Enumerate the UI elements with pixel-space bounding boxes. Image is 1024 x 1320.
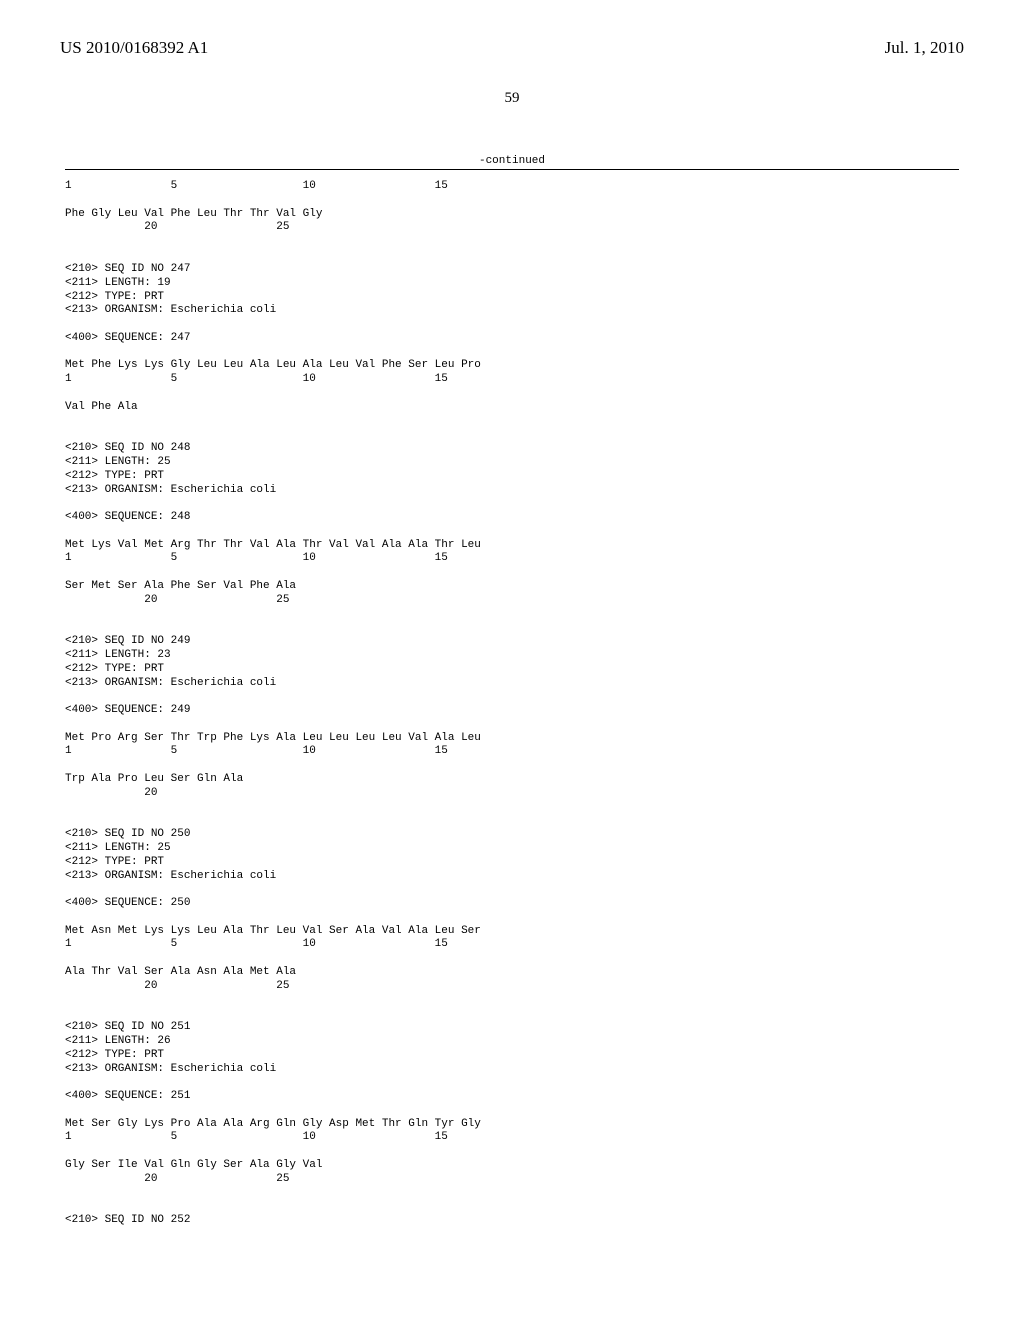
divider-line bbox=[65, 169, 959, 170]
sequence-line: Met Lys Val Met Arg Thr Thr Val Ala Thr … bbox=[65, 539, 959, 553]
sequence-line: <210> SEQ ID NO 247 bbox=[65, 263, 959, 277]
sequence-line bbox=[65, 759, 959, 773]
sequence-line: <211> LENGTH: 26 bbox=[65, 1035, 959, 1049]
sequence-line: Met Phe Lys Lys Gly Leu Leu Ala Leu Ala … bbox=[65, 359, 959, 373]
sequence-line: <210> SEQ ID NO 250 bbox=[65, 828, 959, 842]
sequence-line bbox=[65, 690, 959, 704]
sequence-line bbox=[65, 1104, 959, 1118]
sequence-block: <210> SEQ ID NO 248<211> LENGTH: 25<212>… bbox=[65, 442, 959, 607]
sequence-line: Phe Gly Leu Val Phe Leu Thr Thr Val Gly bbox=[65, 208, 959, 222]
sequence-line: <212> TYPE: PRT bbox=[65, 856, 959, 870]
sequence-line: <400> SEQUENCE: 248 bbox=[65, 511, 959, 525]
sequence-line bbox=[65, 194, 959, 208]
sequence-line: <211> LENGTH: 25 bbox=[65, 842, 959, 856]
sequence-line: Gly Ser Ile Val Gln Gly Ser Ala Gly Val bbox=[65, 1159, 959, 1173]
sequence-line: <210> SEQ ID NO 252 bbox=[65, 1214, 959, 1228]
sequence-line bbox=[65, 525, 959, 539]
sequence-line: <212> TYPE: PRT bbox=[65, 1049, 959, 1063]
sequence-content: 1 5 10 15 Phe Gly Leu Val Phe Leu Thr Th… bbox=[65, 180, 959, 1228]
sequence-block: <210> SEQ ID NO 251<211> LENGTH: 26<212>… bbox=[65, 1021, 959, 1186]
sequence-line: <210> SEQ ID NO 248 bbox=[65, 442, 959, 456]
sequence-line bbox=[65, 566, 959, 580]
sequence-line: <213> ORGANISM: Escherichia coli bbox=[65, 304, 959, 318]
sequence-line: 20 25 bbox=[65, 594, 959, 608]
sequence-line bbox=[65, 346, 959, 360]
sequence-line: <211> LENGTH: 19 bbox=[65, 277, 959, 291]
sequence-line: <213> ORGANISM: Escherichia coli bbox=[65, 870, 959, 884]
continued-label: -continued bbox=[65, 155, 959, 167]
sequence-line: Val Phe Ala bbox=[65, 401, 959, 415]
sequence-line: <211> LENGTH: 25 bbox=[65, 456, 959, 470]
sequence-line bbox=[65, 911, 959, 925]
sequence-line: Met Ser Gly Lys Pro Ala Ala Arg Gln Gly … bbox=[65, 1118, 959, 1132]
sequence-line: <213> ORGANISM: Escherichia coli bbox=[65, 1063, 959, 1077]
sequence-line bbox=[65, 1076, 959, 1090]
sequence-line: Met Pro Arg Ser Thr Trp Phe Lys Ala Leu … bbox=[65, 732, 959, 746]
sequence-block: <210> SEQ ID NO 249<211> LENGTH: 23<212>… bbox=[65, 635, 959, 800]
sequence-line: <210> SEQ ID NO 251 bbox=[65, 1021, 959, 1035]
sequence-line bbox=[65, 1145, 959, 1159]
sequence-line: 1 5 10 15 bbox=[65, 938, 959, 952]
sequence-line: Trp Ala Pro Leu Ser Gln Ala bbox=[65, 773, 959, 787]
sequence-block: <210> SEQ ID NO 252 bbox=[65, 1214, 959, 1228]
sequence-line: 1 5 10 15 bbox=[65, 745, 959, 759]
sequence-line bbox=[65, 718, 959, 732]
sequence-line: <212> TYPE: PRT bbox=[65, 470, 959, 484]
sequence-line bbox=[65, 497, 959, 511]
publication-date: Jul. 1, 2010 bbox=[885, 38, 964, 58]
sequence-line: 20 bbox=[65, 787, 959, 801]
sequence-line: Ser Met Ser Ala Phe Ser Val Phe Ala bbox=[65, 580, 959, 594]
sequence-line: <400> SEQUENCE: 250 bbox=[65, 897, 959, 911]
sequence-line: <400> SEQUENCE: 247 bbox=[65, 332, 959, 346]
sequence-line: <213> ORGANISM: Escherichia coli bbox=[65, 677, 959, 691]
sequence-line: <212> TYPE: PRT bbox=[65, 291, 959, 305]
sequence-line: <400> SEQUENCE: 249 bbox=[65, 704, 959, 718]
page-number: 59 bbox=[0, 90, 1024, 107]
sequence-line: 20 25 bbox=[65, 980, 959, 994]
sequence-line: <400> SEQUENCE: 251 bbox=[65, 1090, 959, 1104]
publication-number: US 2010/0168392 A1 bbox=[60, 38, 208, 58]
sequence-line: 1 5 10 15 bbox=[65, 1131, 959, 1145]
sequence-line: Met Asn Met Lys Lys Leu Ala Thr Leu Val … bbox=[65, 925, 959, 939]
sequence-line: <210> SEQ ID NO 249 bbox=[65, 635, 959, 649]
sequence-line: <211> LENGTH: 23 bbox=[65, 649, 959, 663]
sequence-line: 1 5 10 15 bbox=[65, 373, 959, 387]
sequence-line bbox=[65, 883, 959, 897]
sequence-line: <212> TYPE: PRT bbox=[65, 663, 959, 677]
sequence-line: 1 5 10 15 bbox=[65, 180, 959, 194]
sequence-block: <210> SEQ ID NO 247<211> LENGTH: 19<212>… bbox=[65, 263, 959, 414]
sequence-block: <210> SEQ ID NO 250<211> LENGTH: 25<212>… bbox=[65, 828, 959, 993]
sequence-line: Ala Thr Val Ser Ala Asn Ala Met Ala bbox=[65, 966, 959, 980]
sequence-line: <213> ORGANISM: Escherichia coli bbox=[65, 484, 959, 498]
sequence-line: 1 5 10 15 bbox=[65, 552, 959, 566]
sequence-line: 20 25 bbox=[65, 1173, 959, 1187]
sequence-line bbox=[65, 318, 959, 332]
sequence-listing-section: -continued 1 5 10 15 Phe Gly Leu Val Phe… bbox=[65, 155, 959, 1242]
sequence-line bbox=[65, 387, 959, 401]
sequence-line: 20 25 bbox=[65, 221, 959, 235]
sequence-block: 1 5 10 15 Phe Gly Leu Val Phe Leu Thr Th… bbox=[65, 180, 959, 235]
sequence-line bbox=[65, 952, 959, 966]
header: US 2010/0168392 A1 Jul. 1, 2010 bbox=[0, 38, 1024, 58]
